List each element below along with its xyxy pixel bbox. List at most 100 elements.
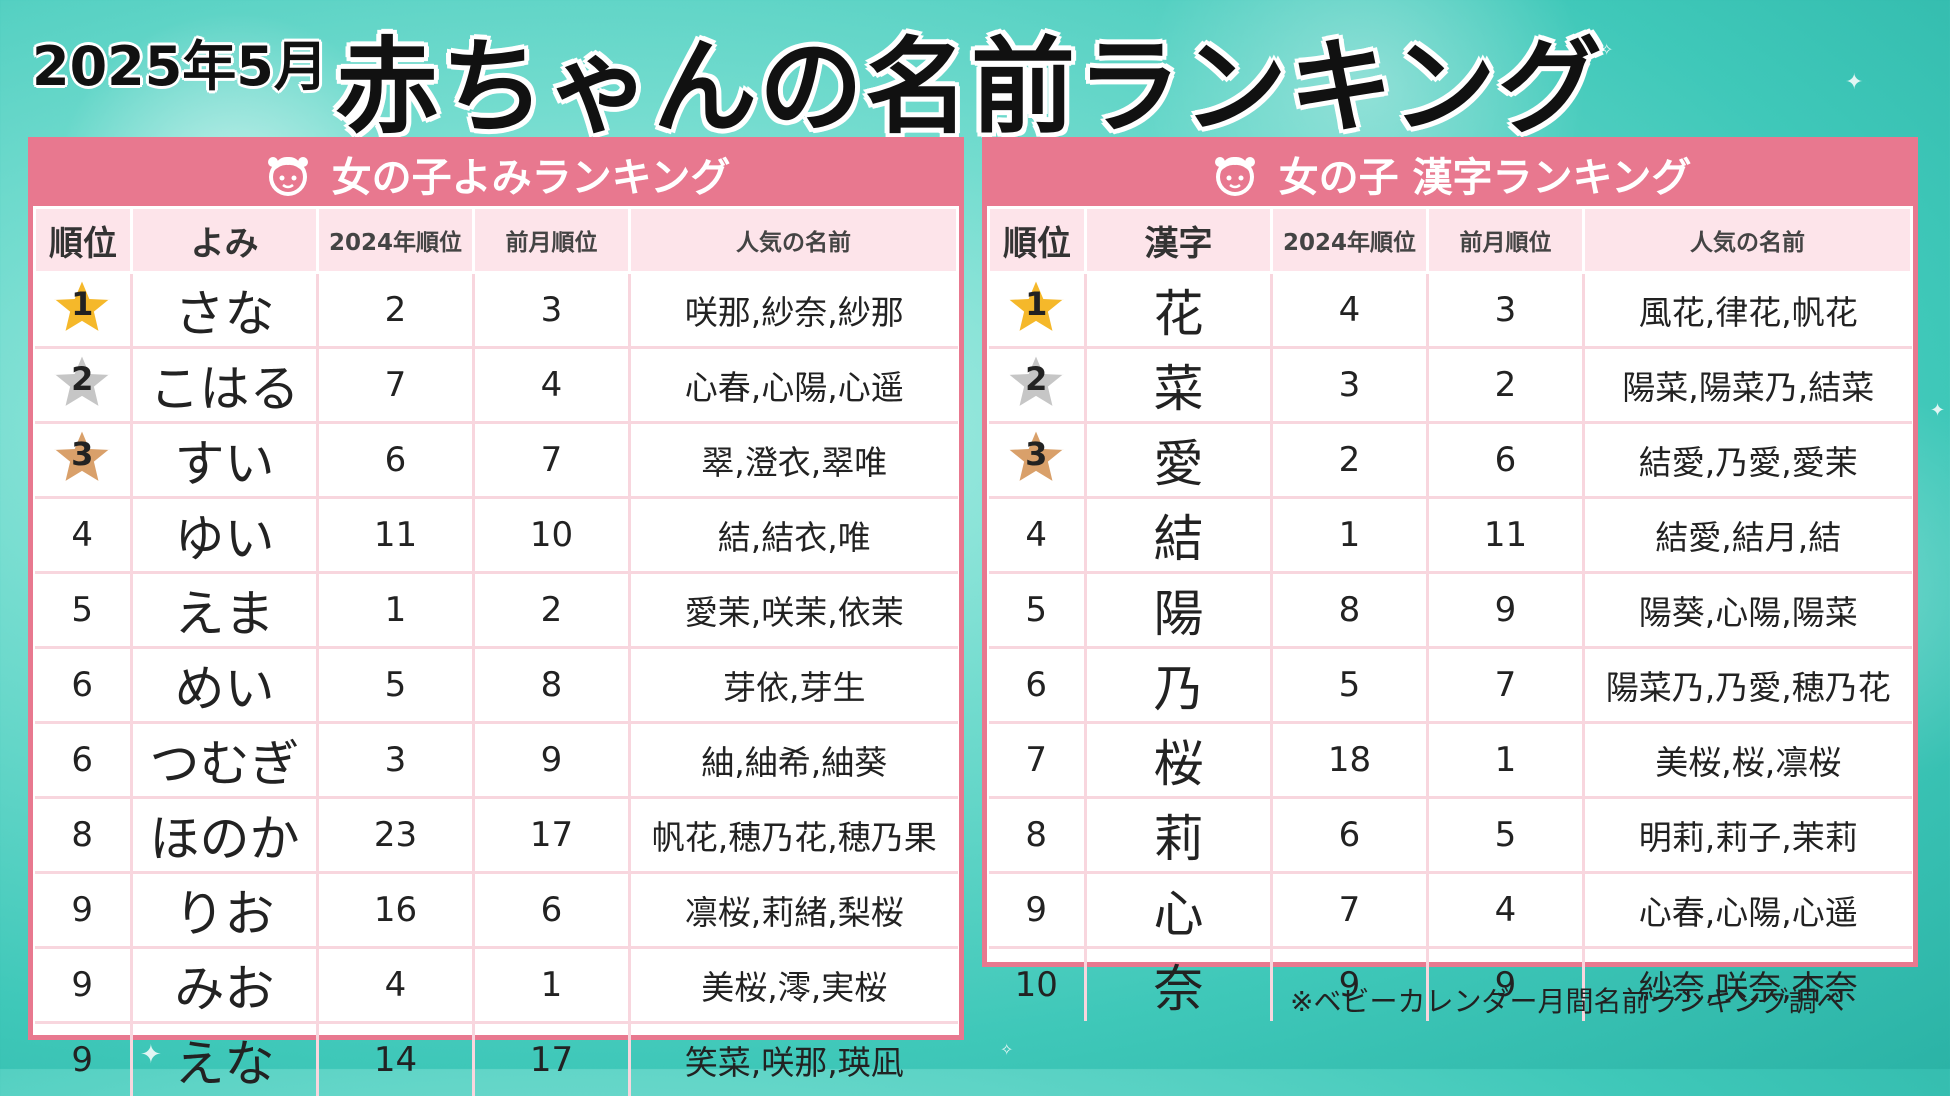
- name-cell: 花: [1086, 273, 1272, 348]
- rank-cell: 4: [35, 498, 132, 573]
- rank-2024-cell: 3: [318, 723, 474, 798]
- rank-2024-cell: 1: [318, 573, 474, 648]
- star-icon: 2: [50, 351, 114, 411]
- name-cell: えな: [132, 1023, 318, 1096]
- page-title: 赤ちゃんの名前ランキング: [335, 2, 1604, 153]
- rank-cell: 8: [35, 798, 132, 873]
- prev-month-rank-cell: 1: [1428, 723, 1584, 798]
- rank-cell: 3: [35, 423, 132, 498]
- rank-cell: 5: [35, 573, 132, 648]
- prev-month-rank-cell: 11: [1428, 498, 1584, 573]
- rank-cell: 7: [989, 723, 1086, 798]
- rank-2024-cell: 8: [1272, 573, 1428, 648]
- rank-cell: 4: [989, 498, 1086, 573]
- name-cell: こはる: [132, 348, 318, 423]
- name-cell: ゆい: [132, 498, 318, 573]
- rank-2024-cell: 16: [318, 873, 474, 948]
- rank-cell: 9: [35, 873, 132, 948]
- popular-names-cell: 陽葵,心陽,陽菜: [1584, 573, 1912, 648]
- name-cell: すい: [132, 423, 318, 498]
- name-cell: さな: [132, 273, 318, 348]
- rank-cell: 2: [35, 348, 132, 423]
- popular-names-cell: 咲那,紗奈,紗那: [630, 273, 958, 348]
- sparkle-icon: ✧: [1000, 1040, 1013, 1059]
- popular-names-cell: 明莉,莉子,茉莉: [1584, 798, 1912, 873]
- prev-month-rank-cell: 17: [474, 1023, 630, 1096]
- rank-2024-cell: 2: [318, 273, 474, 348]
- popular-names-cell: 結,結衣,唯: [630, 498, 958, 573]
- name-cell: めい: [132, 648, 318, 723]
- rank-2024-cell: 6: [318, 423, 474, 498]
- prev-month-rank-cell: 4: [474, 348, 630, 423]
- rank-cell: 10: [989, 948, 1086, 1022]
- popular-names-cell: 翠,澄衣,翠唯: [630, 423, 958, 498]
- name-cell: 結: [1086, 498, 1272, 573]
- column-header: 順位: [989, 208, 1086, 273]
- girl-face-icon: [262, 148, 314, 200]
- name-cell: 菜: [1086, 348, 1272, 423]
- name-cell: 陽: [1086, 573, 1272, 648]
- rank-2024-cell: 5: [1272, 648, 1428, 723]
- name-cell: ほのか: [132, 798, 318, 873]
- date-label: 2025年5月: [32, 22, 328, 101]
- prev-month-rank-cell: 2: [474, 573, 630, 648]
- rank-cell: 8: [989, 798, 1086, 873]
- panel-title-text: 女の子よみランキング: [332, 145, 731, 203]
- prev-month-rank-cell: 8: [474, 648, 630, 723]
- rank-cell: 1: [989, 273, 1086, 348]
- rank-number: 3: [1004, 435, 1068, 473]
- prev-month-rank-cell: 9: [474, 723, 630, 798]
- rank-number: 1: [50, 285, 114, 323]
- popular-names-cell: 心春,心陽,心遥: [1584, 873, 1912, 948]
- popular-names-cell: 帆花,穂乃花,穂乃果: [630, 798, 958, 873]
- popular-names-cell: 美桜,澪,実桜: [630, 948, 958, 1023]
- rank-cell: 9: [35, 948, 132, 1023]
- prev-month-rank-cell: 3: [1428, 273, 1584, 348]
- name-cell: 乃: [1086, 648, 1272, 723]
- rank-cell: 1: [35, 273, 132, 348]
- rank-2024-cell: 4: [318, 948, 474, 1023]
- prev-month-rank-cell: 1: [474, 948, 630, 1023]
- source-note: ※ベビーカレンダー月間名前ランキング調べ: [1290, 980, 1845, 1020]
- rank-2024-cell: 3: [1272, 348, 1428, 423]
- popular-names-cell: 結愛,結月,結: [1584, 498, 1912, 573]
- column-header: 人気の名前: [630, 208, 958, 273]
- column-header: 前月順位: [474, 208, 630, 273]
- popular-names-cell: 結愛,乃愛,愛茉: [1584, 423, 1912, 498]
- page-header: 2025年5月 赤ちゃんの名前ランキング: [0, 0, 1950, 130]
- name-cell: 莉: [1086, 798, 1272, 873]
- rank-2024-cell: 6: [1272, 798, 1428, 873]
- rank-2024-cell: 7: [1272, 873, 1428, 948]
- rank-cell: 5: [989, 573, 1086, 648]
- rank-2024-cell: 14: [318, 1023, 474, 1096]
- name-cell: 愛: [1086, 423, 1272, 498]
- prev-month-rank-cell: 4: [1428, 873, 1584, 948]
- rank-cell: 6: [35, 723, 132, 798]
- popular-names-cell: 心春,心陽,心遥: [630, 348, 958, 423]
- rank-number: 2: [1004, 360, 1068, 398]
- girl-face-icon: [1209, 148, 1261, 200]
- rank-2024-cell: 4: [1272, 273, 1428, 348]
- sparkle-icon: ✦: [1930, 400, 1945, 421]
- rank-cell: 3: [989, 423, 1086, 498]
- star-icon: 3: [1004, 426, 1068, 486]
- popular-names-cell: 芽依,芽生: [630, 648, 958, 723]
- rank-2024-cell: 11: [318, 498, 474, 573]
- name-cell: えま: [132, 573, 318, 648]
- popular-names-cell: 陽菜乃,乃愛,穂乃花: [1584, 648, 1912, 723]
- star-icon: 2: [1004, 351, 1068, 411]
